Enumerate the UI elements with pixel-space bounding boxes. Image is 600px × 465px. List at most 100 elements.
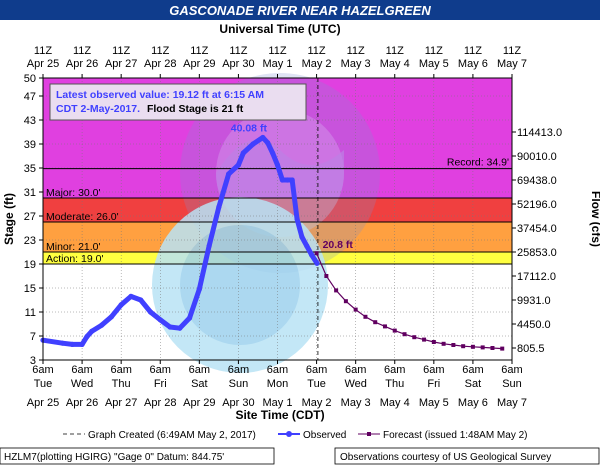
- observed-point: [235, 162, 242, 168]
- left-axis: 3 7 11 15 19 23 27 31 35 39 43 47 50: [24, 73, 43, 367]
- left-tick-label: 3: [30, 355, 36, 367]
- top-tick-time: 11Z: [112, 45, 130, 57]
- bottom-tick-time: 6am: [267, 364, 288, 376]
- observed-point: [314, 260, 320, 266]
- top-tick-time: 11Z: [73, 45, 91, 57]
- legend-observed-marker: [286, 431, 292, 437]
- right-axis: 805.5 4450.0 9931.0 17112.0 25853.0 37454.0 52…: [512, 127, 562, 355]
- forecast-point: [461, 344, 466, 349]
- flood-zone-labels: Major: 30.0' Moderate: 26.0' Minor: 21.0'A…: [46, 187, 119, 265]
- info-line-2-flood-stage: Flood Stage is 21 ft: [147, 103, 244, 115]
- observed-point: [186, 315, 193, 321]
- bottom-tick-day: Wed: [71, 378, 93, 390]
- top-tick-date: May 1: [263, 58, 293, 70]
- bottom-tick-date: May 5: [419, 397, 449, 409]
- right-tick-label: 4450.0: [517, 319, 551, 331]
- observed-point: [177, 325, 183, 331]
- peak-label: 40.08 ft: [231, 123, 268, 135]
- top-tick-date: Apr 25: [27, 58, 59, 70]
- forecast-point: [412, 335, 417, 340]
- top-tick-time: 11Z: [503, 45, 521, 57]
- right-tick-label: 69438.0: [517, 175, 557, 187]
- forecast-point: [392, 328, 397, 333]
- chart-title: GASCONADE RIVER NEAR HAZELGREEN: [169, 3, 431, 18]
- observed-point: [289, 177, 295, 183]
- forecast-point: [334, 288, 339, 293]
- forecast-point: [324, 274, 329, 278]
- observed-point: [274, 162, 281, 168]
- forecast-point: [451, 343, 456, 347]
- bottom-tick-date: May 7: [497, 397, 527, 409]
- left-tick-label: 27: [24, 211, 36, 223]
- bottom-tick-day: Thu: [112, 378, 131, 390]
- bottom-tick-date: Apr 27: [105, 397, 137, 409]
- left-tick-label: 50: [24, 73, 36, 85]
- observed-point: [84, 334, 90, 340]
- bottom-tick-day: Wed: [344, 378, 366, 390]
- observed-point: [226, 171, 232, 177]
- footer-datum: HZLM7(plotting HGIRG) "Gage 0" Datum: 84…: [4, 452, 224, 463]
- bottom-tick-day: Fri: [427, 378, 440, 390]
- forecast-point: [314, 251, 319, 256]
- right-tick-label: 90010.0: [517, 151, 557, 163]
- top-tick-time: 11Z: [229, 45, 247, 57]
- bottom-tick-date: May 1: [263, 397, 293, 409]
- bottom-tick-day: Sun: [502, 378, 522, 390]
- bottom-tick-day: Tue: [307, 378, 326, 390]
- top-tick-time: 11Z: [464, 45, 482, 57]
- observed-point: [59, 340, 66, 346]
- forecast-point: [343, 299, 348, 304]
- observed-point: [128, 293, 134, 299]
- observed-point: [147, 309, 154, 315]
- forecast-point: [470, 344, 475, 349]
- bottom-tick-time: 6am: [32, 364, 53, 376]
- top-tick-date: Apr 28: [144, 58, 176, 70]
- observed-point: [167, 324, 173, 330]
- bottom-tick-day: Fri: [154, 378, 167, 390]
- observed-point: [304, 243, 310, 249]
- left-tick-label: 31: [24, 187, 36, 199]
- forecast-point: [490, 346, 495, 350]
- top-tick-date: May 2: [302, 58, 332, 70]
- left-tick-label: 47: [24, 91, 36, 103]
- top-tick-date: Apr 29: [183, 58, 215, 70]
- top-tick-time: 11Z: [347, 45, 365, 57]
- top-tick-time: 11Z: [190, 45, 208, 57]
- right-tick-label: 9931.0: [517, 295, 551, 307]
- bottom-tick-day: Mon: [267, 378, 288, 390]
- right-tick-label: 114413.0: [517, 127, 562, 139]
- top-tick-date: Apr 27: [105, 58, 137, 70]
- zone-label-minor: Minor: 21.0': [46, 241, 101, 253]
- top-tick-time: 11Z: [386, 45, 404, 57]
- observed-point: [270, 150, 276, 156]
- forecast-point: [480, 345, 485, 350]
- info-line-2: CDT 2-May-2017. Flood Stage is 21 ft: [56, 103, 244, 115]
- observed-point: [89, 328, 95, 334]
- left-tick-label: 43: [24, 115, 36, 127]
- forecast-point: [363, 314, 368, 319]
- top-tick-time: 11Z: [308, 45, 326, 57]
- right-tick-label: 25853.0: [517, 247, 557, 259]
- forecast-point: [422, 337, 427, 342]
- observed-point: [260, 134, 266, 141]
- bottom-axis: 6am Tue Apr 25 6am Wed Apr 26 6am Thu Apr 27 6am F…: [27, 360, 527, 409]
- forecast-point: [373, 320, 378, 325]
- top-tick-date: Apr 30: [222, 58, 254, 70]
- left-axis-title: Stage (ft): [2, 193, 16, 245]
- bottom-tick-date: Apr 28: [144, 397, 176, 409]
- doc-watermark-icon: [152, 197, 328, 373]
- bottom-tick-date: May 6: [458, 397, 488, 409]
- bottom-tick-day: Sat: [191, 378, 208, 390]
- top-tick-date: May 3: [341, 58, 371, 70]
- observed-point: [138, 297, 144, 303]
- bottom-tick-time: 6am: [110, 364, 131, 376]
- bottom-tick-time: 6am: [384, 364, 405, 376]
- bottom-tick-date: May 4: [380, 397, 410, 409]
- bottom-tick-time: 6am: [150, 364, 171, 376]
- legend-forecast-marker: [367, 432, 371, 436]
- observed-point: [206, 243, 212, 249]
- bottom-tick-time: 6am: [71, 364, 92, 376]
- left-tick-label: 35: [24, 163, 36, 175]
